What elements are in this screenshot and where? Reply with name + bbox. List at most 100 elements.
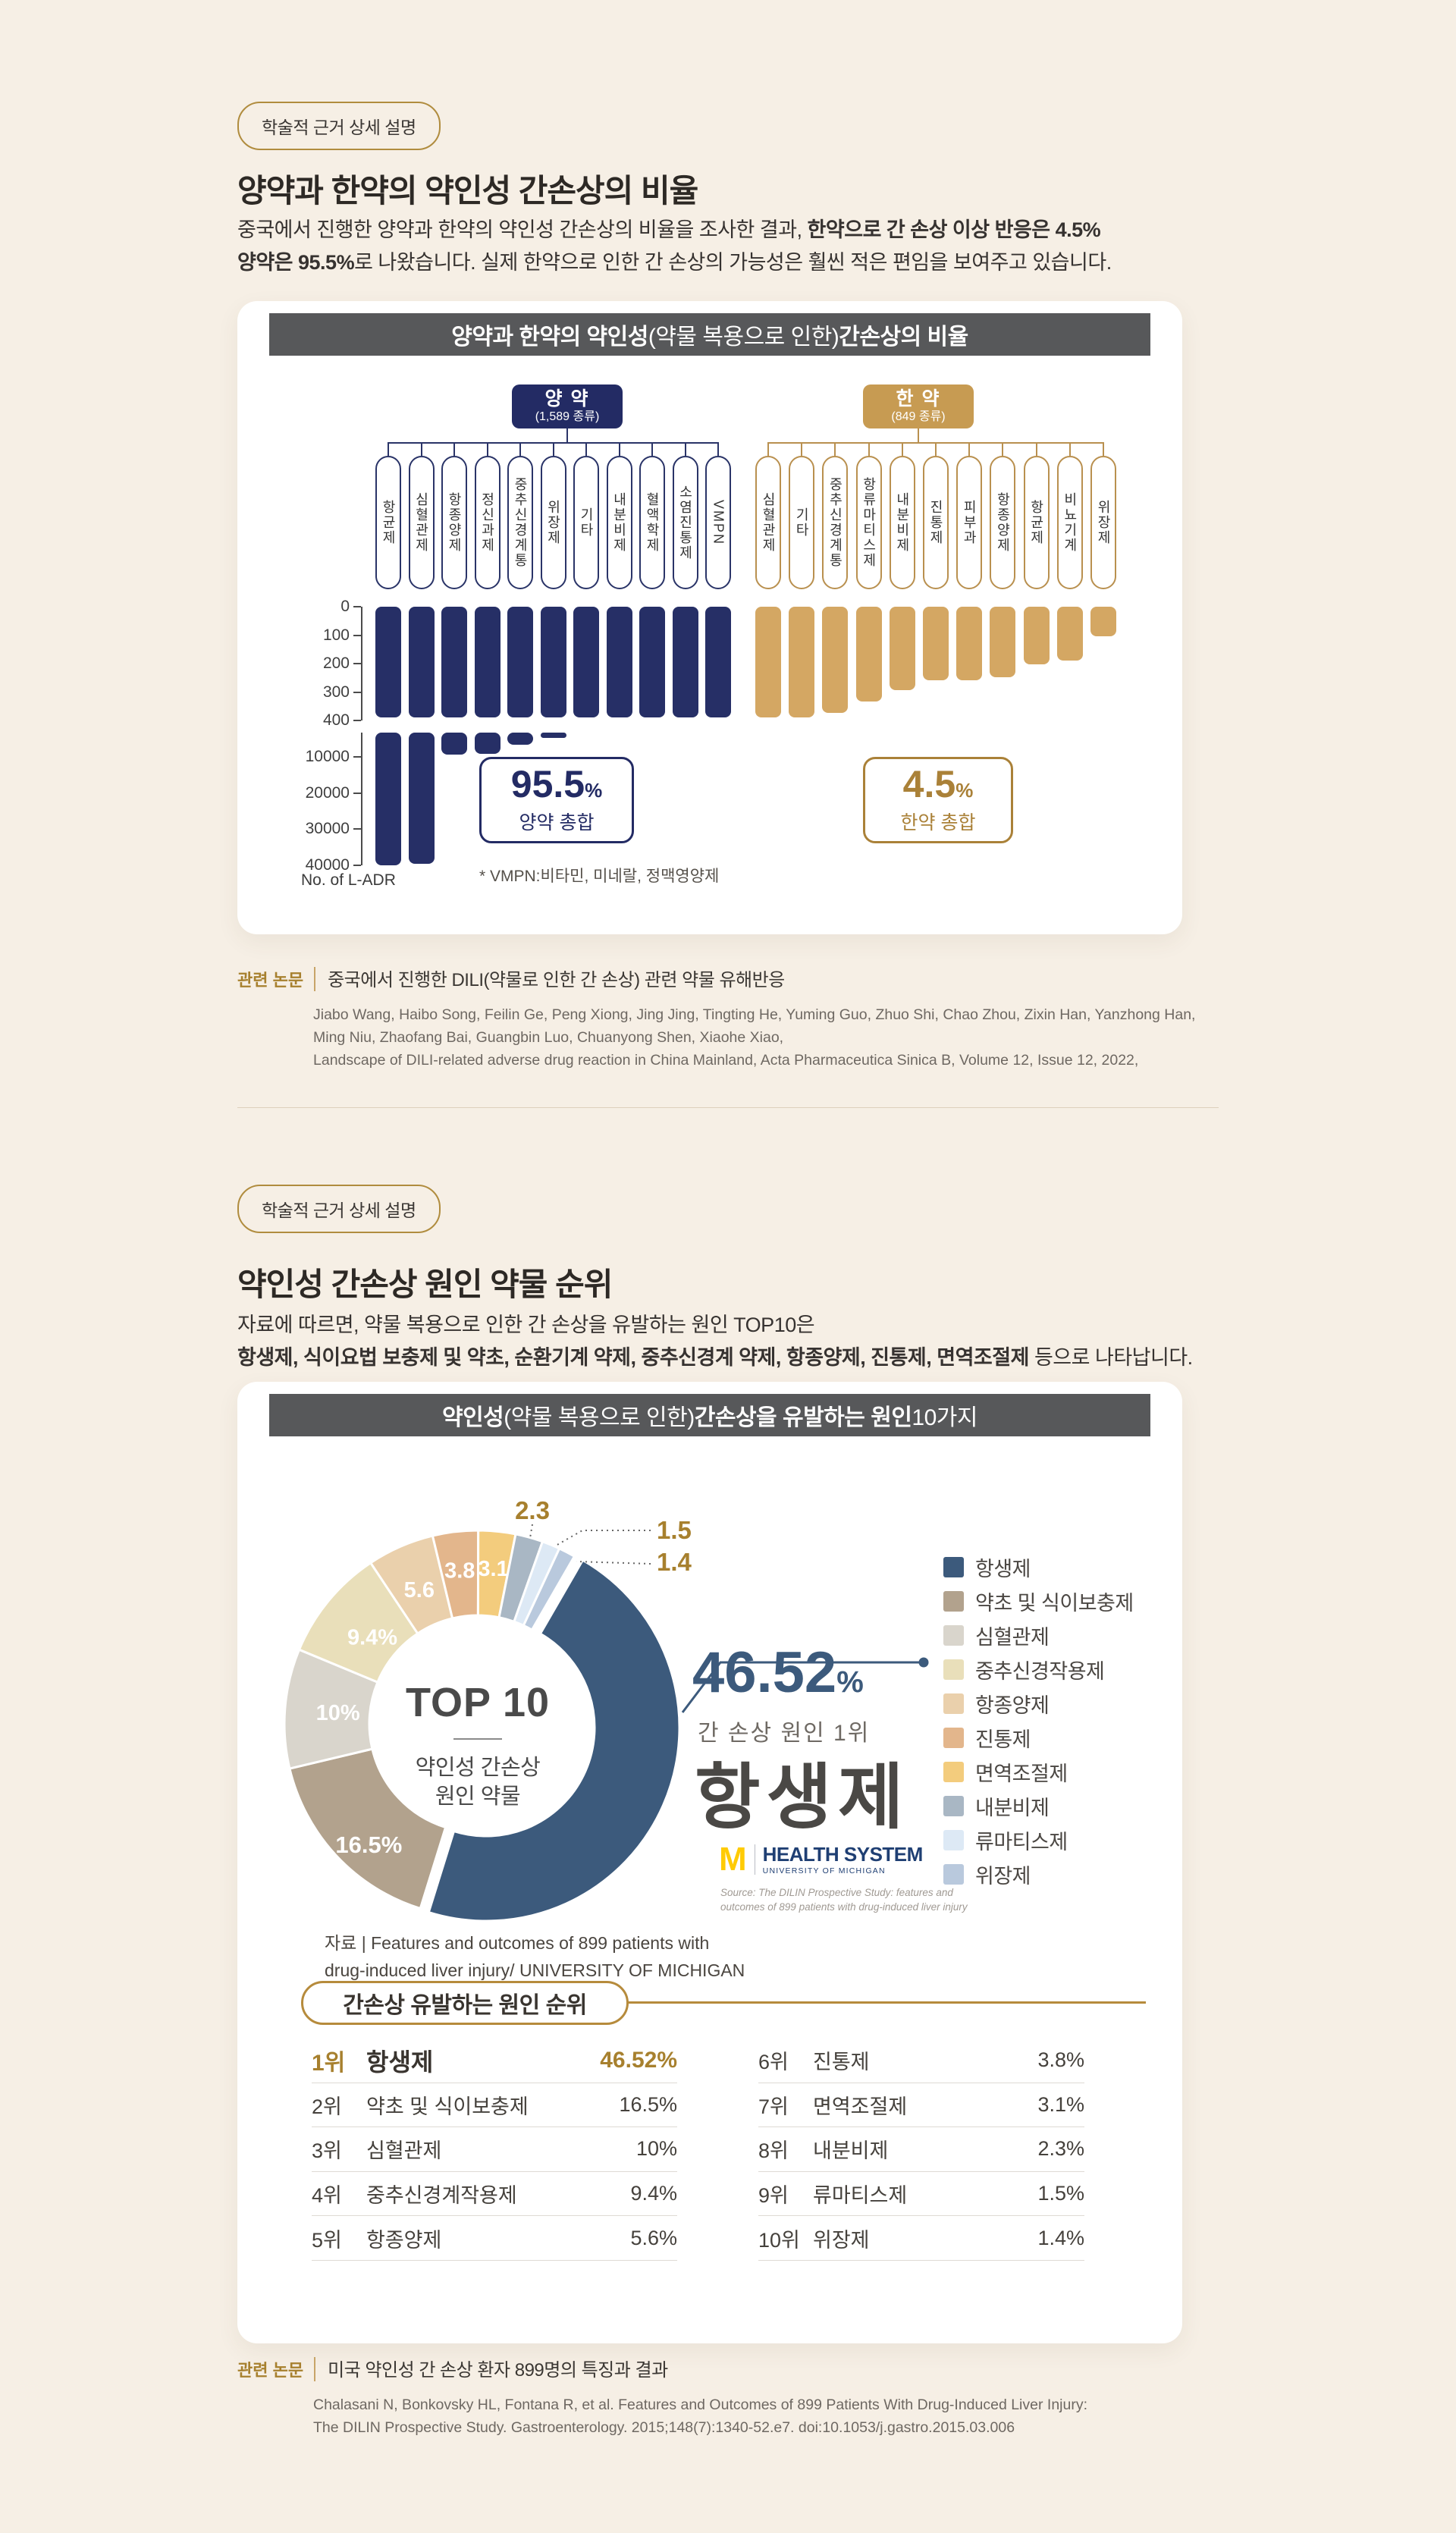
section2-title: 약인성 간손상 원인 약물 순위 bbox=[237, 1266, 613, 1302]
chart1-title-bold: 양약과 한약의 약인성 bbox=[451, 325, 648, 350]
bar-upper-진통제 bbox=[923, 607, 949, 680]
rank-value: 10% bbox=[635, 2137, 677, 2161]
tree-node-count: (849 종류) bbox=[891, 410, 946, 423]
tree-pill-소염진통제: 소염진통제 bbox=[672, 456, 698, 589]
tree-drop bbox=[388, 442, 389, 456]
legend-swatch bbox=[943, 1830, 964, 1850]
rank-number: 5위 bbox=[312, 2228, 342, 2252]
citation-line: Chalasani N, Bonkovsky HL, Fontana R, et… bbox=[313, 2396, 1087, 2413]
rank-number: 9위 bbox=[758, 2184, 789, 2208]
bar-upper-내분비제 bbox=[889, 607, 915, 690]
tree-drop bbox=[585, 442, 587, 456]
tree-stem bbox=[566, 428, 568, 442]
tree-drop bbox=[651, 442, 653, 456]
bar-upper-위장제 bbox=[1090, 607, 1116, 636]
citation-2-head: 관련 논문 미국 약인성 간 손상 환자 899명의 특징과 결과 bbox=[237, 2355, 1216, 2381]
section2-badge: 학술적 근거 상세 설명 bbox=[237, 1185, 441, 1233]
legend-item-진통제: 진통제 bbox=[943, 1721, 1134, 1755]
tree-pill-정신과제: 정신과제 bbox=[474, 456, 500, 589]
top10-chart-title-bar: 약인성 (약물 복용으로 인한) 간손상을 유발하는 원인 10가지 bbox=[269, 1394, 1150, 1436]
rank-row-1위: 1위 항생제 46.52% bbox=[312, 2039, 677, 2083]
tree-drop bbox=[486, 442, 488, 456]
legend-item-류마티스제: 류마티스제 bbox=[943, 1823, 1134, 1857]
bar-upper-중추신경계통 bbox=[507, 607, 533, 717]
rank-value: 1.4% bbox=[1037, 2226, 1084, 2249]
tree-pill-위장제: 위장제 bbox=[1090, 456, 1116, 589]
rank-drug-name: 진통제 bbox=[813, 2051, 870, 2074]
para-text: 로 나왔습니다. 실제 한약으로 인한 간 손상의 가능성은 훨씬 적은 편임을… bbox=[354, 251, 1112, 274]
tree-pill-심혈관제: 심혈관제 bbox=[408, 456, 435, 589]
bar-lower-정신과제 bbox=[474, 733, 500, 755]
leader-line-2.3 bbox=[529, 1524, 533, 1539]
para-text: 등으로 나타납니다. bbox=[1028, 1346, 1193, 1369]
bar-upper-기타 bbox=[789, 607, 815, 717]
logo-text: HEALTH SYSTEM UNIVERSITY OF MICHIGAN bbox=[762, 1842, 924, 1875]
donut-slice-위장제 bbox=[522, 1546, 576, 1632]
tree-drop bbox=[420, 442, 422, 456]
tree-pill-항류마티스제: 항류마티스제 bbox=[855, 456, 882, 589]
bar-lower-위장제 bbox=[540, 733, 566, 739]
ladr-bar-chart: 0 100 200 300 400 10000 20000 30000 40000 bbox=[237, 301, 1182, 934]
rank-drug-name: 심혈관제 bbox=[366, 2139, 442, 2163]
rank-row-10위: 10위 위장제 1.4% bbox=[758, 2216, 1084, 2261]
legend-swatch bbox=[943, 1762, 964, 1782]
bar-upper-항종양제 bbox=[441, 607, 467, 717]
highlight-caption: 간 손상 원인 1위 bbox=[698, 1721, 871, 1746]
section1-badge: 학술적 근거 상세 설명 bbox=[237, 102, 441, 150]
tree-pill-중추신경계통: 중추신경계통 bbox=[507, 456, 533, 589]
ranking-title-line bbox=[624, 2001, 1146, 2004]
ratio-chart-title-bar: 양약과 한약의 약인성 (약물 복용으로 인한) 간손상의 비율 bbox=[269, 313, 1150, 356]
y-tick-label: 300 bbox=[322, 683, 350, 701]
chart1-title-bold2: 간손상의 비율 bbox=[839, 325, 968, 350]
rank-value: 16.5% bbox=[619, 2092, 677, 2116]
legend-swatch bbox=[943, 1591, 964, 1612]
tree-pill-내분비제: 내분비제 bbox=[889, 456, 915, 589]
rank-value: 46.52% bbox=[600, 2047, 677, 2073]
chart2-title-bold: 약인성 bbox=[441, 1405, 504, 1430]
bar-lower-항균제 bbox=[375, 733, 401, 865]
legend-label: 류마티스제 bbox=[975, 1831, 1068, 1853]
rank-row-3위: 3위 심혈관제 10% bbox=[312, 2127, 677, 2172]
donut-slice-항종양제 bbox=[369, 1534, 454, 1636]
section2-para-line1: 자료에 따르면, 약물 복용으로 인한 간 손상을 유발하는 원인 TOP10은 bbox=[237, 1309, 1193, 1342]
rank-number: 8위 bbox=[758, 2139, 789, 2163]
bar-upper-내분비제 bbox=[606, 607, 632, 717]
rank-drug-name: 항생제 bbox=[366, 2048, 434, 2076]
legend-item-중추신경작용제: 중추신경작용제 bbox=[943, 1653, 1134, 1687]
rank-value: 5.6% bbox=[630, 2226, 677, 2249]
citation-title: 중국에서 진행한 DILI(약물로 인한 간 손상) 관련 약물 유해반응 bbox=[328, 970, 785, 990]
tree-drop bbox=[453, 442, 455, 456]
tree-stem bbox=[918, 428, 919, 442]
rank-row-4위: 4위 중추신경계작용제 9.4% bbox=[312, 2172, 677, 2217]
ranking-column-left: 1위 항생제 46.52% 2위 약초 및 식이보충제 16.5% 3위 심혈관제 10% 4위 중… bbox=[312, 2039, 677, 2261]
rank-row-6위: 6위 진통제 3.8% bbox=[758, 2039, 1084, 2083]
donut-slice-중추신경작용제 bbox=[297, 1561, 419, 1684]
bar-upper-항균제 bbox=[375, 607, 401, 717]
legend-label: 내분비제 bbox=[975, 1797, 1050, 1819]
rank-number: 1위 bbox=[312, 2050, 346, 2076]
slice-label-면역조절제: 3.1 bbox=[478, 1557, 508, 1581]
section2-paragraph: 자료에 따르면, 약물 복용으로 인한 간 손상을 유발하는 원인 TOP10은… bbox=[237, 1309, 1193, 1374]
citation-1-head: 관련 논문 중국에서 진행한 DILI(약물로 인한 간 손상) 관련 약물 유… bbox=[237, 965, 1216, 991]
rank-value: 1.5% bbox=[1037, 2182, 1084, 2205]
tree-node-count: (1,589 종류) bbox=[535, 410, 600, 423]
drug-category-tree: 양 약 (1,589 종류) 항균제 심혈관제 항종양제 정신과제 중추신경계통 위장제 기타 내… bbox=[237, 301, 1182, 934]
legend-item-내분비제: 내분비제 bbox=[943, 1789, 1134, 1823]
tree-drop bbox=[868, 442, 870, 456]
citation-1-body: Jiabo Wang, Haibo Song, Feilin Ge, Peng … bbox=[313, 1003, 1216, 1072]
ranking-column-right: 6위 진통제 3.8% 7위 면역조절제 3.1% 8위 내분비제 2.3% 9위 류마티스제 1.5… bbox=[758, 2039, 1084, 2261]
tree-pill-기타: 기타 bbox=[789, 456, 815, 589]
west-total-box: 95.5% 양약 총합 bbox=[479, 757, 634, 843]
tree-drop bbox=[1035, 442, 1037, 456]
highlight-percentage: 46.52% bbox=[692, 1640, 864, 1705]
logo-source-note: Source: The DILIN Prospective Study: fea… bbox=[720, 1887, 968, 1913]
tree-pill-기타: 기타 bbox=[573, 456, 599, 589]
rank-row-9위: 9위 류마티스제 1.5% bbox=[758, 2172, 1084, 2217]
rank-drug-name: 항종양제 bbox=[366, 2228, 442, 2252]
legend-swatch bbox=[943, 1557, 964, 1577]
bar-upper-위장제 bbox=[540, 607, 566, 717]
rank-drug-name: 류마티스제 bbox=[813, 2184, 908, 2208]
rank-row-8위: 8위 내분비제 2.3% bbox=[758, 2127, 1084, 2172]
citation-line: Jiabo Wang, Haibo Song, Feilin Ge, Peng … bbox=[313, 1006, 1196, 1023]
y-tick bbox=[353, 792, 361, 794]
